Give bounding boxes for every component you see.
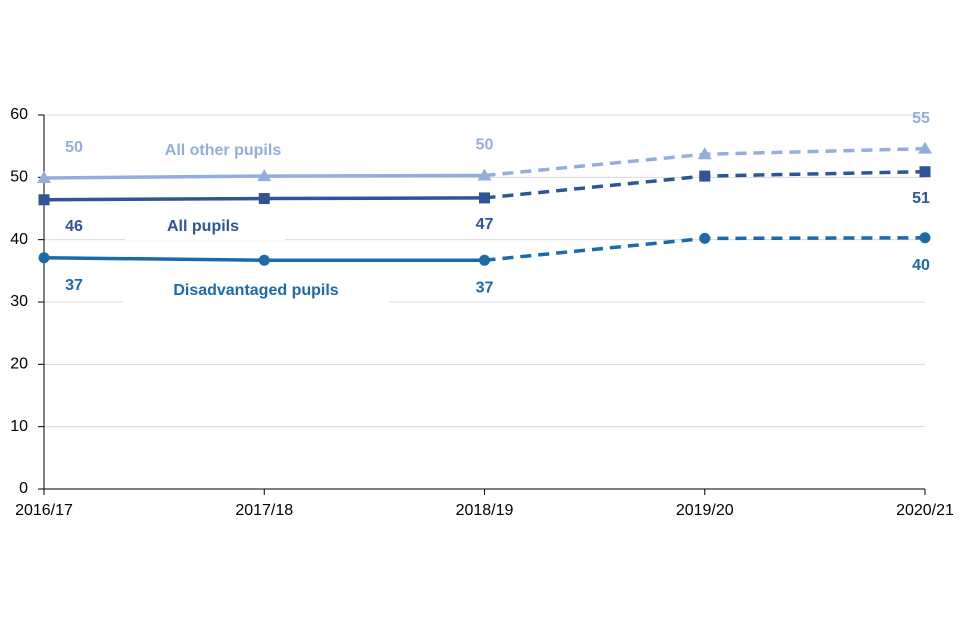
marker [38,194,50,206]
marker [699,232,711,244]
x-tick-label: 2017/18 [235,502,293,519]
y-tick-label: 10 [10,418,28,435]
x-tick-label: 2016/17 [15,502,73,519]
marker [699,170,711,182]
data-label: 46 [65,218,83,235]
marker [919,166,931,178]
y-tick-label: 40 [10,231,28,248]
y-tick-label: 50 [10,169,28,186]
data-label: 55 [912,110,930,127]
label-background [123,278,389,304]
marker [918,141,932,154]
data-label: 37 [476,279,494,296]
marker [38,252,50,264]
legend-label: All pupils [167,218,239,235]
legend-label: All other pupils [165,142,282,159]
y-tick-label: 20 [10,356,28,373]
y-tick-label: 60 [10,106,28,123]
y-tick-label: 30 [10,293,28,310]
marker [479,254,490,266]
data-label: 51 [912,190,930,207]
data-label: 50 [476,137,494,154]
data-label: 37 [65,277,83,294]
marker [257,169,272,182]
marker [258,193,270,205]
data-label: 47 [476,216,494,233]
marker [258,254,270,266]
y-tick-label: 0 [19,480,28,497]
data-label: 50 [65,139,83,156]
data-label: 40 [912,257,930,274]
label-background [125,216,285,240]
marker [477,168,492,181]
x-tick-label: 2018/19 [456,502,514,519]
x-tick-label: 2020/21 [896,502,954,519]
legend-label: Disadvantaged pupils [173,282,338,299]
label-background [145,140,305,164]
marker [479,192,490,204]
marker [919,232,931,244]
marker [37,170,51,183]
x-tick-label: 2019/20 [676,502,734,519]
marker [697,147,712,160]
